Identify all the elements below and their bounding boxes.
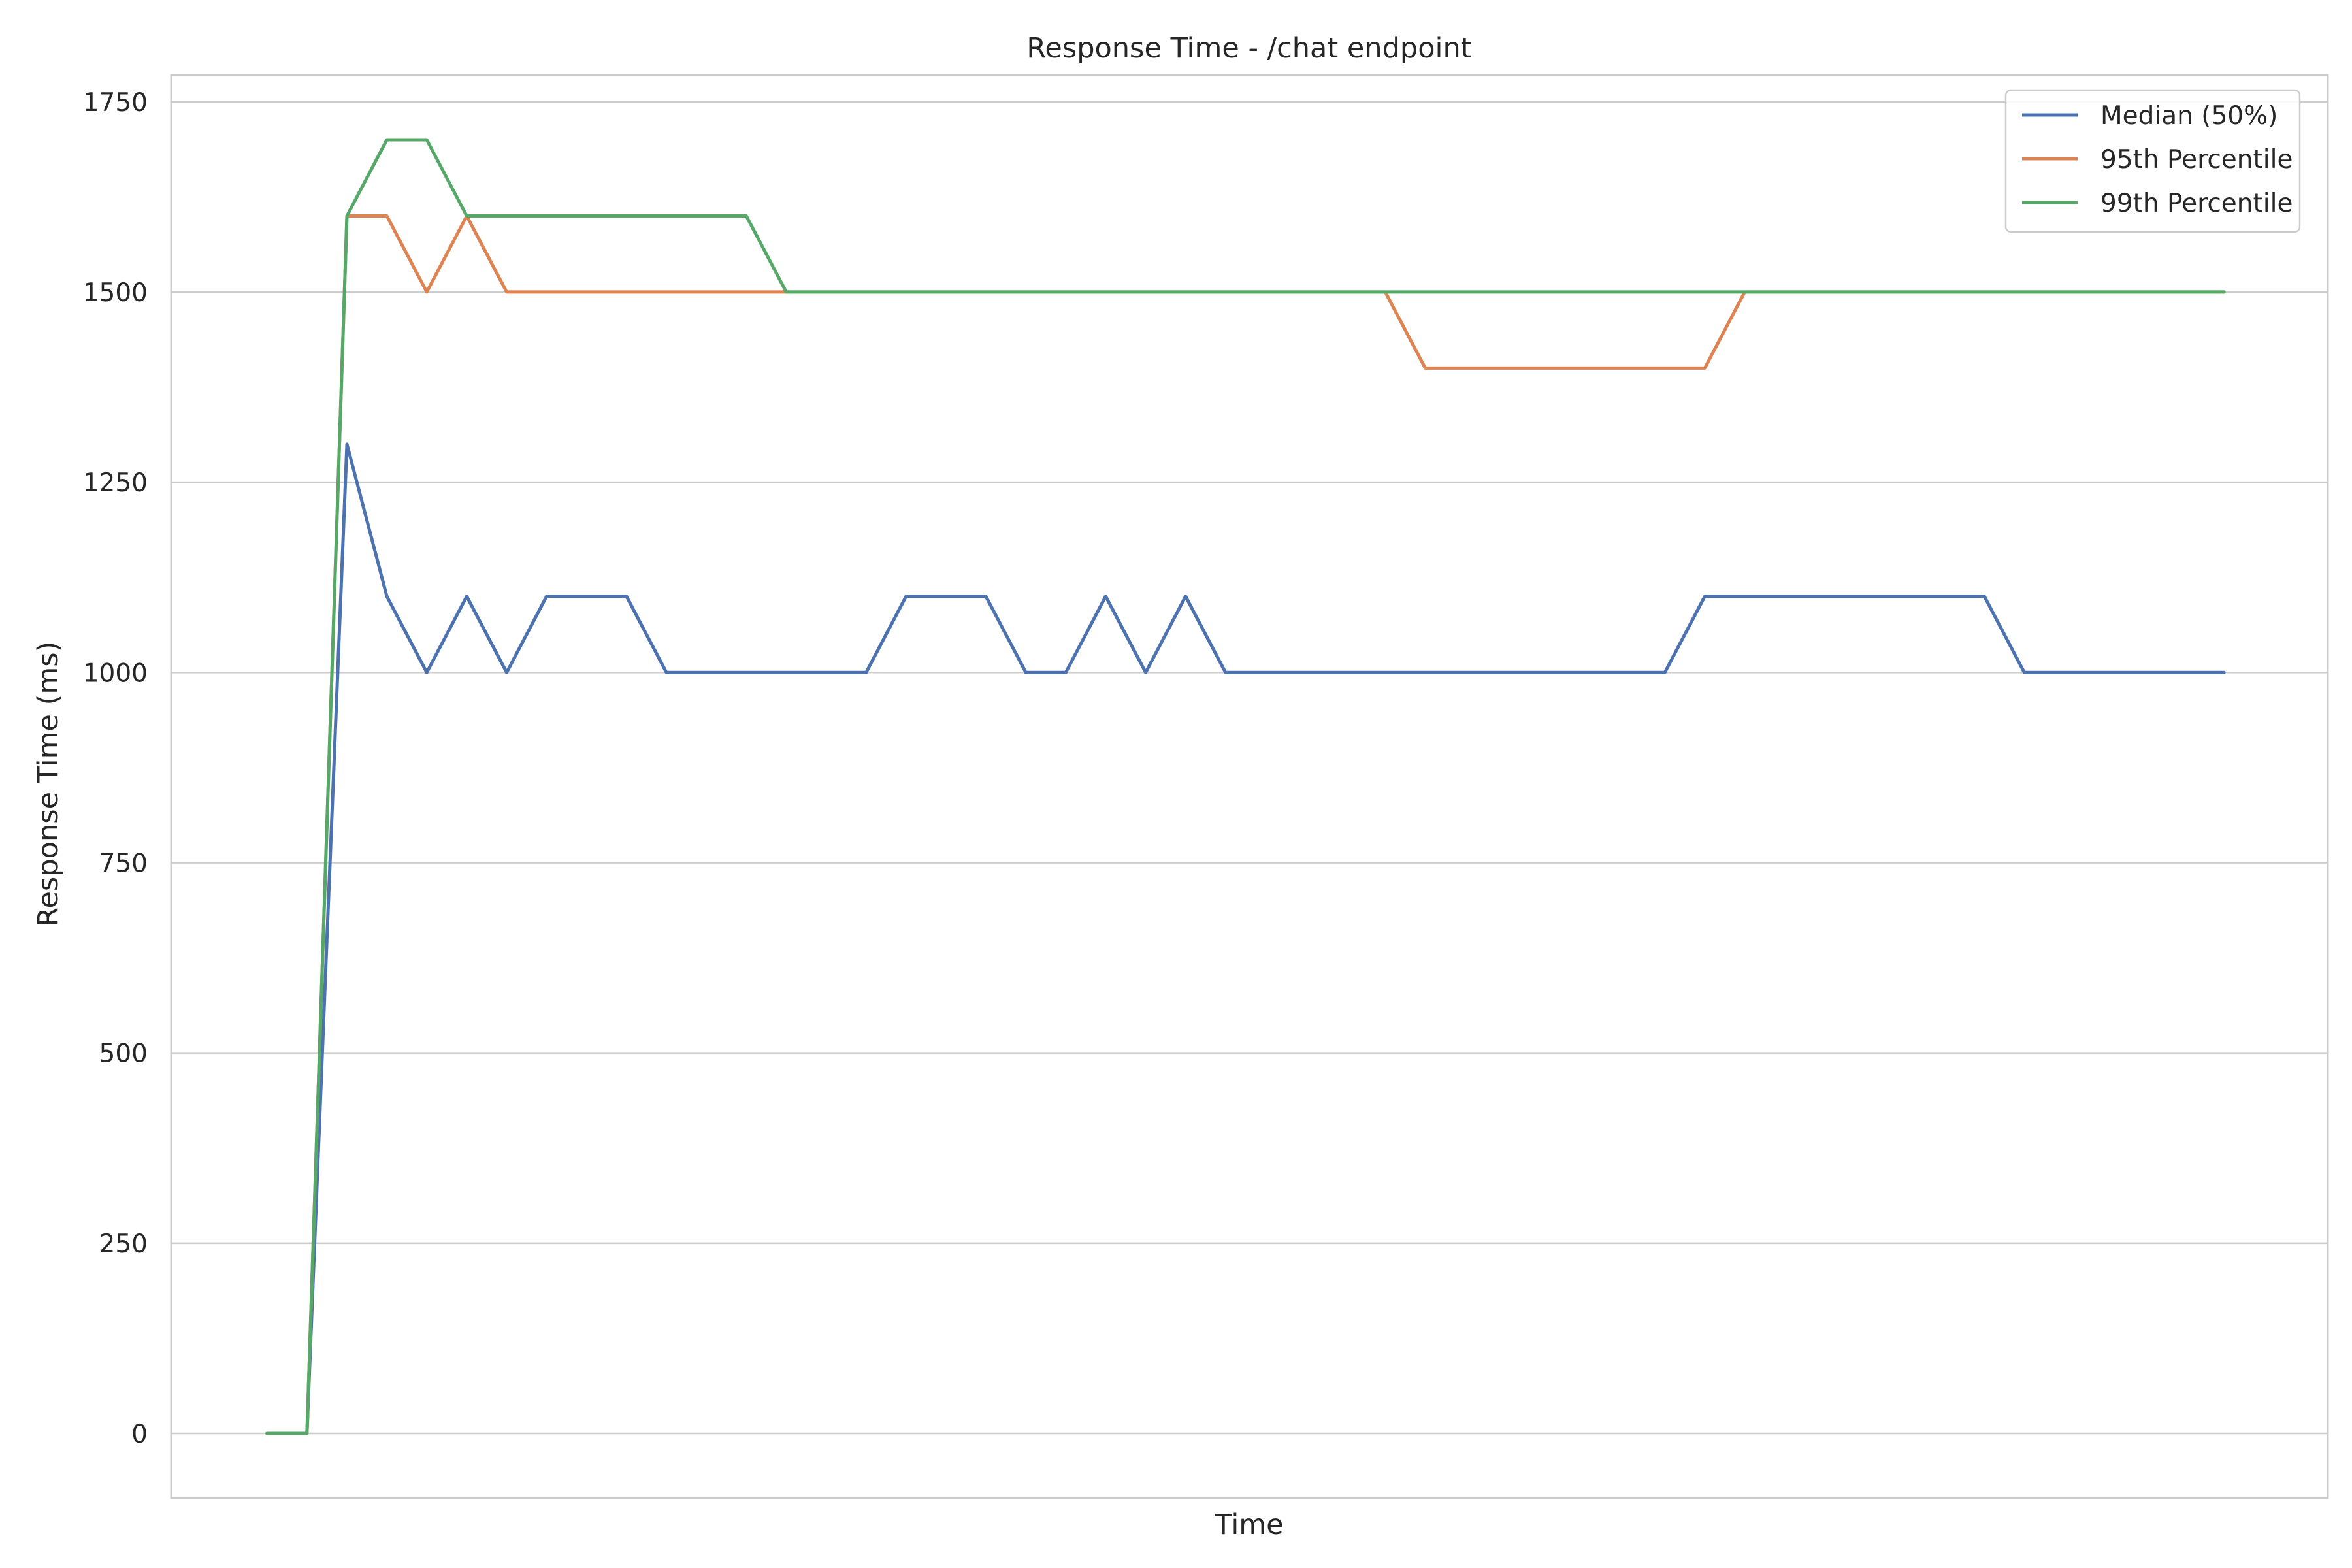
legend-box (2004, 89, 2301, 233)
y-tick-label-1250: 1250 (83, 468, 148, 498)
x-axis-label: Time (1214, 1509, 1283, 1541)
series-lines (265, 138, 2226, 1435)
y-tick-label-500: 500 (99, 1039, 148, 1069)
plot-area-frame (170, 74, 2329, 1499)
series-line-3 (265, 138, 2226, 1435)
legend-label-2: 95th Percentile (2100, 145, 2293, 174)
y-tick-label-1000: 1000 (83, 659, 148, 688)
chart-title: Response Time - /chat endpoint (1026, 32, 1471, 65)
y-tick-label-1500: 1500 (83, 278, 148, 308)
y-axis-label: Response Time (ms) (32, 642, 65, 927)
series-line-1 (265, 442, 2226, 1435)
legend-label-3: 99th Percentile (2100, 189, 2293, 218)
y-tick-label-750: 750 (99, 849, 148, 878)
y-tick-label-0: 0 (131, 1420, 148, 1449)
y-axis-ticks: 0 250 500 750 1000 1250 1500 1750 (83, 88, 148, 1449)
legend: Median (50%) 95th Percentile 99th Percenti… (2004, 89, 2301, 233)
y-tick-label-250: 250 (99, 1230, 148, 1259)
legend-label-1: Median (50%) (2100, 101, 2278, 131)
y-tick-label-1750: 1750 (83, 88, 148, 118)
